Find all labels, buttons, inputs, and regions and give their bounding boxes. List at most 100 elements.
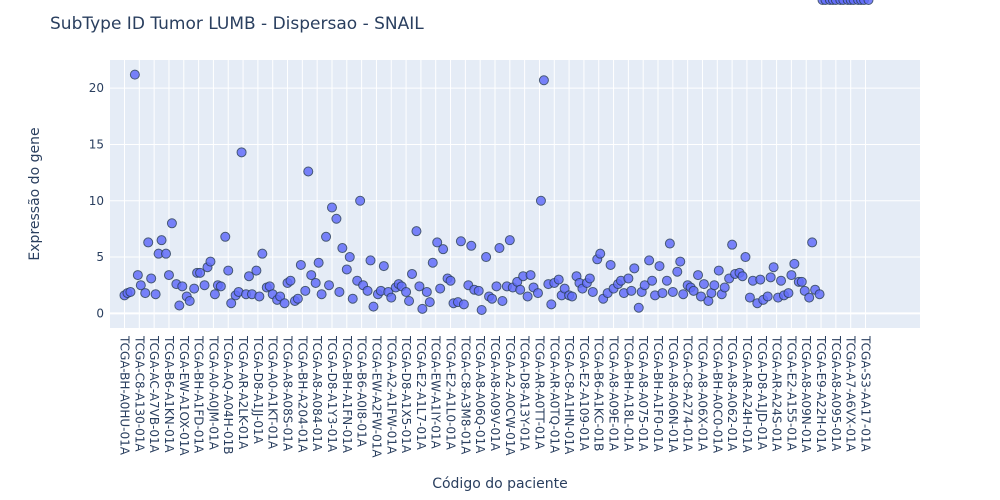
data-point[interactable] xyxy=(495,244,504,253)
data-point[interactable] xyxy=(317,290,326,299)
data-point[interactable] xyxy=(345,253,354,262)
data-point[interactable] xyxy=(280,299,289,308)
data-point[interactable] xyxy=(369,302,378,311)
data-point[interactable] xyxy=(714,266,723,275)
data-point[interactable] xyxy=(710,281,719,290)
data-point[interactable] xyxy=(630,264,639,273)
data-point[interactable] xyxy=(293,294,302,303)
data-point[interactable] xyxy=(402,287,411,296)
data-point[interactable] xyxy=(554,275,563,284)
data-point[interactable] xyxy=(126,287,135,296)
data-point[interactable] xyxy=(815,290,824,299)
data-point[interactable] xyxy=(418,304,427,313)
data-point[interactable] xyxy=(728,240,737,249)
data-point[interactable] xyxy=(147,274,156,283)
data-point[interactable] xyxy=(568,292,577,301)
data-point[interactable] xyxy=(237,148,246,157)
data-point[interactable] xyxy=(325,281,334,290)
data-point[interactable] xyxy=(144,238,153,247)
data-point[interactable] xyxy=(763,292,772,301)
data-point[interactable] xyxy=(327,203,336,212)
data-point[interactable] xyxy=(488,294,497,303)
data-point[interactable] xyxy=(332,214,341,223)
data-point[interactable] xyxy=(428,258,437,267)
data-point[interactable] xyxy=(338,244,347,253)
data-point[interactable] xyxy=(547,300,556,309)
data-point[interactable] xyxy=(446,276,455,285)
data-point[interactable] xyxy=(322,232,331,241)
data-point[interactable] xyxy=(387,293,396,302)
data-point[interactable] xyxy=(185,296,194,305)
data-point[interactable] xyxy=(412,227,421,236)
data-point[interactable] xyxy=(456,237,465,246)
data-point[interactable] xyxy=(342,265,351,274)
data-point[interactable] xyxy=(422,287,431,296)
data-point[interactable] xyxy=(130,70,139,79)
data-point[interactable] xyxy=(477,305,486,314)
data-point[interactable] xyxy=(224,266,233,275)
data-point[interactable] xyxy=(366,256,375,265)
data-point[interactable] xyxy=(645,256,654,265)
data-point[interactable] xyxy=(141,289,150,298)
data-point[interactable] xyxy=(216,282,225,291)
data-point[interactable] xyxy=(498,296,507,305)
data-point[interactable] xyxy=(405,296,414,305)
data-point[interactable] xyxy=(808,238,817,247)
data-point[interactable] xyxy=(379,262,388,271)
data-point[interactable] xyxy=(258,249,267,258)
data-point[interactable] xyxy=(658,289,667,298)
data-point[interactable] xyxy=(655,262,664,271)
data-point[interactable] xyxy=(634,303,643,312)
data-point[interactable] xyxy=(676,257,685,266)
data-point[interactable] xyxy=(805,293,814,302)
data-point[interactable] xyxy=(474,286,483,295)
data-point[interactable] xyxy=(536,196,545,205)
data-point[interactable] xyxy=(304,167,313,176)
data-point[interactable] xyxy=(665,239,674,248)
data-point[interactable] xyxy=(533,289,542,298)
data-point[interactable] xyxy=(694,271,703,280)
data-point[interactable] xyxy=(516,285,525,294)
data-point[interactable] xyxy=(210,290,219,299)
data-point[interactable] xyxy=(255,292,264,301)
data-point[interactable] xyxy=(766,273,775,282)
data-point[interactable] xyxy=(648,276,657,285)
data-point[interactable] xyxy=(178,282,187,291)
data-point[interactable] xyxy=(221,232,230,241)
data-point[interactable] xyxy=(790,259,799,268)
data-point[interactable] xyxy=(164,271,173,280)
data-point[interactable] xyxy=(200,281,209,290)
data-point[interactable] xyxy=(167,219,176,228)
data-point[interactable] xyxy=(662,276,671,285)
data-point[interactable] xyxy=(756,275,765,284)
data-point[interactable] xyxy=(286,276,295,285)
data-point[interactable] xyxy=(190,284,199,293)
data-point[interactable] xyxy=(296,260,305,269)
data-point[interactable] xyxy=(627,286,636,295)
data-point[interactable] xyxy=(864,0,873,5)
data-point[interactable] xyxy=(482,253,491,262)
data-point[interactable] xyxy=(741,253,750,262)
data-point[interactable] xyxy=(301,286,310,295)
data-point[interactable] xyxy=(596,249,605,258)
data-point[interactable] xyxy=(151,290,160,299)
data-point[interactable] xyxy=(720,283,729,292)
data-point[interactable] xyxy=(335,287,344,296)
data-point[interactable] xyxy=(588,287,597,296)
data-point[interactable] xyxy=(777,276,786,285)
data-point[interactable] xyxy=(679,290,688,299)
data-point[interactable] xyxy=(439,245,448,254)
data-point[interactable] xyxy=(436,284,445,293)
data-point[interactable] xyxy=(311,278,320,287)
data-point[interactable] xyxy=(425,298,434,307)
data-point[interactable] xyxy=(673,267,682,276)
data-point[interactable] xyxy=(738,272,747,281)
data-point[interactable] xyxy=(624,274,633,283)
data-point[interactable] xyxy=(769,263,778,272)
data-point[interactable] xyxy=(206,257,215,266)
data-point[interactable] xyxy=(668,287,677,296)
data-point[interactable] xyxy=(797,277,806,286)
data-point[interactable] xyxy=(133,271,142,280)
data-point[interactable] xyxy=(539,76,548,85)
data-point[interactable] xyxy=(699,280,708,289)
